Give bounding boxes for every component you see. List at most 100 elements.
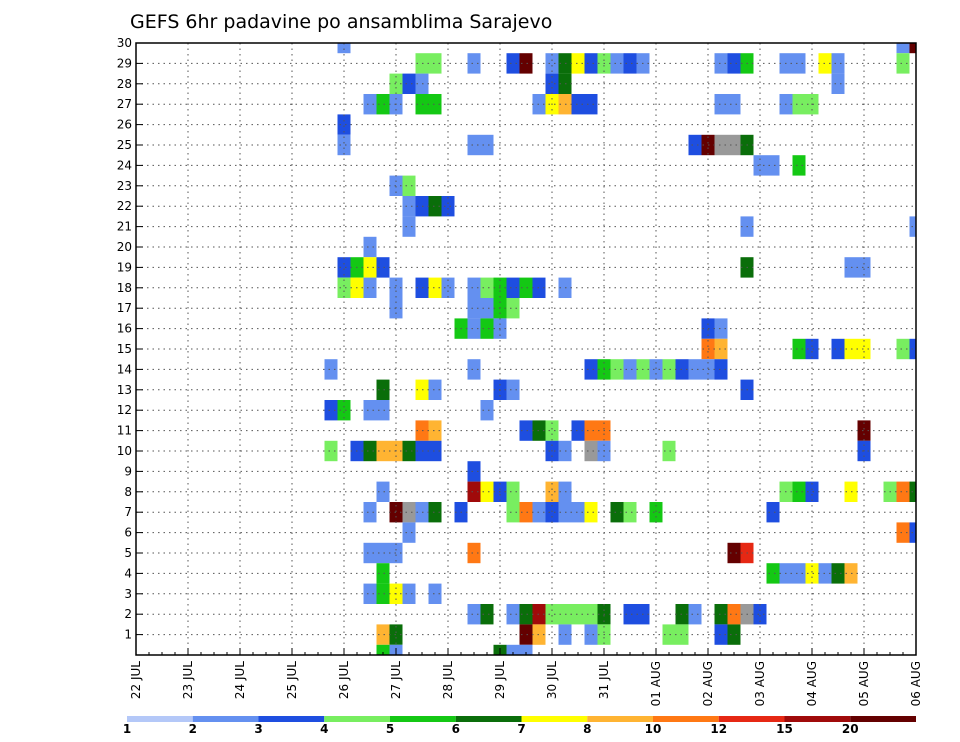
heatmap-cell [623, 53, 637, 74]
heatmap-cell [441, 277, 455, 298]
heatmap-cell [545, 53, 559, 74]
heatmap-cell [584, 440, 598, 462]
y-tick-label: 10 [117, 444, 132, 458]
legend-label: 6 [452, 722, 460, 736]
legend-label: 1 [123, 722, 131, 736]
y-tick-label: 13 [117, 383, 132, 397]
heatmap-cell [831, 53, 845, 74]
heatmap-cell [662, 624, 676, 645]
heatmap-cell [792, 563, 806, 584]
heatmap-cell [688, 359, 702, 380]
legend-swatch [587, 716, 653, 722]
heatmap-cell [610, 359, 624, 380]
heatmap-cell [623, 604, 637, 625]
y-tick-label: 16 [117, 322, 132, 336]
legend-label: 12 [710, 722, 727, 736]
heatmap-cell [519, 604, 533, 625]
heatmap-cell [506, 481, 520, 502]
y-tick-label: 11 [117, 424, 132, 438]
legend-swatch [324, 716, 390, 722]
heatmap-cell [337, 257, 351, 278]
heatmap-cell [857, 338, 871, 360]
legend-swatch [127, 716, 193, 722]
legend-label: 20 [842, 722, 859, 736]
heatmap-cell [324, 359, 338, 380]
heatmap-cell [428, 196, 442, 217]
heatmap-cell [467, 359, 481, 380]
x-tick-label: 05 AUG [857, 661, 871, 706]
heatmap-cell [584, 53, 598, 74]
heatmap-cell [831, 73, 845, 94]
heatmap-cell [896, 53, 910, 74]
heatmap-cell [337, 277, 351, 298]
heatmap-cell [727, 94, 741, 115]
heatmap-cell [376, 440, 390, 462]
heatmap-cell [831, 563, 845, 584]
heatmap-cell [766, 563, 780, 584]
y-tick-label: 5 [124, 546, 132, 560]
heatmap-cell [714, 604, 728, 625]
heatmap-cell [467, 298, 481, 319]
color-legend: 1 2 3 4 5 6 7 8 10 12 15 20 [123, 716, 916, 736]
heatmap-cell [467, 277, 481, 298]
heatmap-cell [506, 53, 520, 74]
legend-swatch [784, 716, 851, 722]
heatmap-cell [376, 542, 390, 564]
y-tick-label: 22 [117, 199, 132, 213]
heatmap-cell [428, 502, 442, 523]
heatmap-cell [363, 502, 377, 523]
legend-swatch [455, 716, 522, 722]
heatmap-cell [610, 53, 624, 74]
heatmap-cell [467, 318, 481, 339]
heatmap-cell [571, 94, 585, 115]
y-tick-label: 14 [117, 362, 132, 376]
heatmap-cell [649, 502, 663, 523]
legend-label: 8 [583, 722, 591, 736]
x-tick-label: 30 JUL [545, 661, 559, 699]
heatmap-cell [480, 604, 494, 625]
heatmap-cell [727, 542, 741, 564]
heatmap-cell [766, 155, 780, 176]
heatmap-cell [753, 604, 767, 625]
y-tick-label: 23 [117, 179, 132, 193]
legend-label: 4 [320, 722, 328, 736]
heatmap-cell [714, 359, 728, 380]
heatmap-cell [662, 359, 676, 380]
heatmap-cell [428, 440, 442, 462]
heatmap-cell [467, 461, 481, 482]
heatmap-cell [584, 359, 598, 380]
heatmap-cell [545, 481, 559, 502]
heatmap-cell [402, 196, 416, 217]
heatmap-cell [519, 624, 533, 645]
heatmap-cell [584, 94, 598, 115]
legend-swatch [390, 716, 456, 722]
x-tick-label: 01 AUG [649, 661, 663, 706]
y-tick-label: 3 [124, 587, 132, 601]
x-tick-label: 03 AUG [753, 661, 767, 706]
heatmap-cell [727, 134, 741, 156]
heatmap-cell [545, 73, 559, 94]
legend-swatch [521, 716, 588, 722]
heatmap-cell [376, 94, 390, 115]
heatmap-cell [805, 481, 819, 502]
heatmap-cell [545, 604, 559, 625]
heatmap-cell [805, 338, 819, 360]
heatmap-cell [857, 257, 871, 278]
x-tick-label: 28 JUL [441, 661, 455, 699]
heatmap-cell [467, 53, 481, 74]
heatmap-cell [831, 338, 845, 360]
chart-title: GEFS 6hr padavine po ansamblima Sarajevo [130, 11, 552, 33]
heatmap-cell [766, 502, 780, 523]
heatmap-cell [376, 563, 390, 584]
heatmap-cell [402, 440, 416, 462]
x-tick-label: 26 JUL [337, 661, 351, 699]
heatmap-cell [376, 481, 390, 502]
legend-label: 15 [776, 722, 793, 736]
heatmap-cell [714, 624, 728, 645]
y-tick-label: 9 [124, 464, 132, 478]
y-tick-label: 26 [117, 118, 132, 132]
heatmap-cell [376, 400, 390, 421]
y-tick-label: 15 [117, 342, 132, 356]
heatmap-cell [714, 318, 728, 339]
heatmap-cell [467, 604, 481, 625]
